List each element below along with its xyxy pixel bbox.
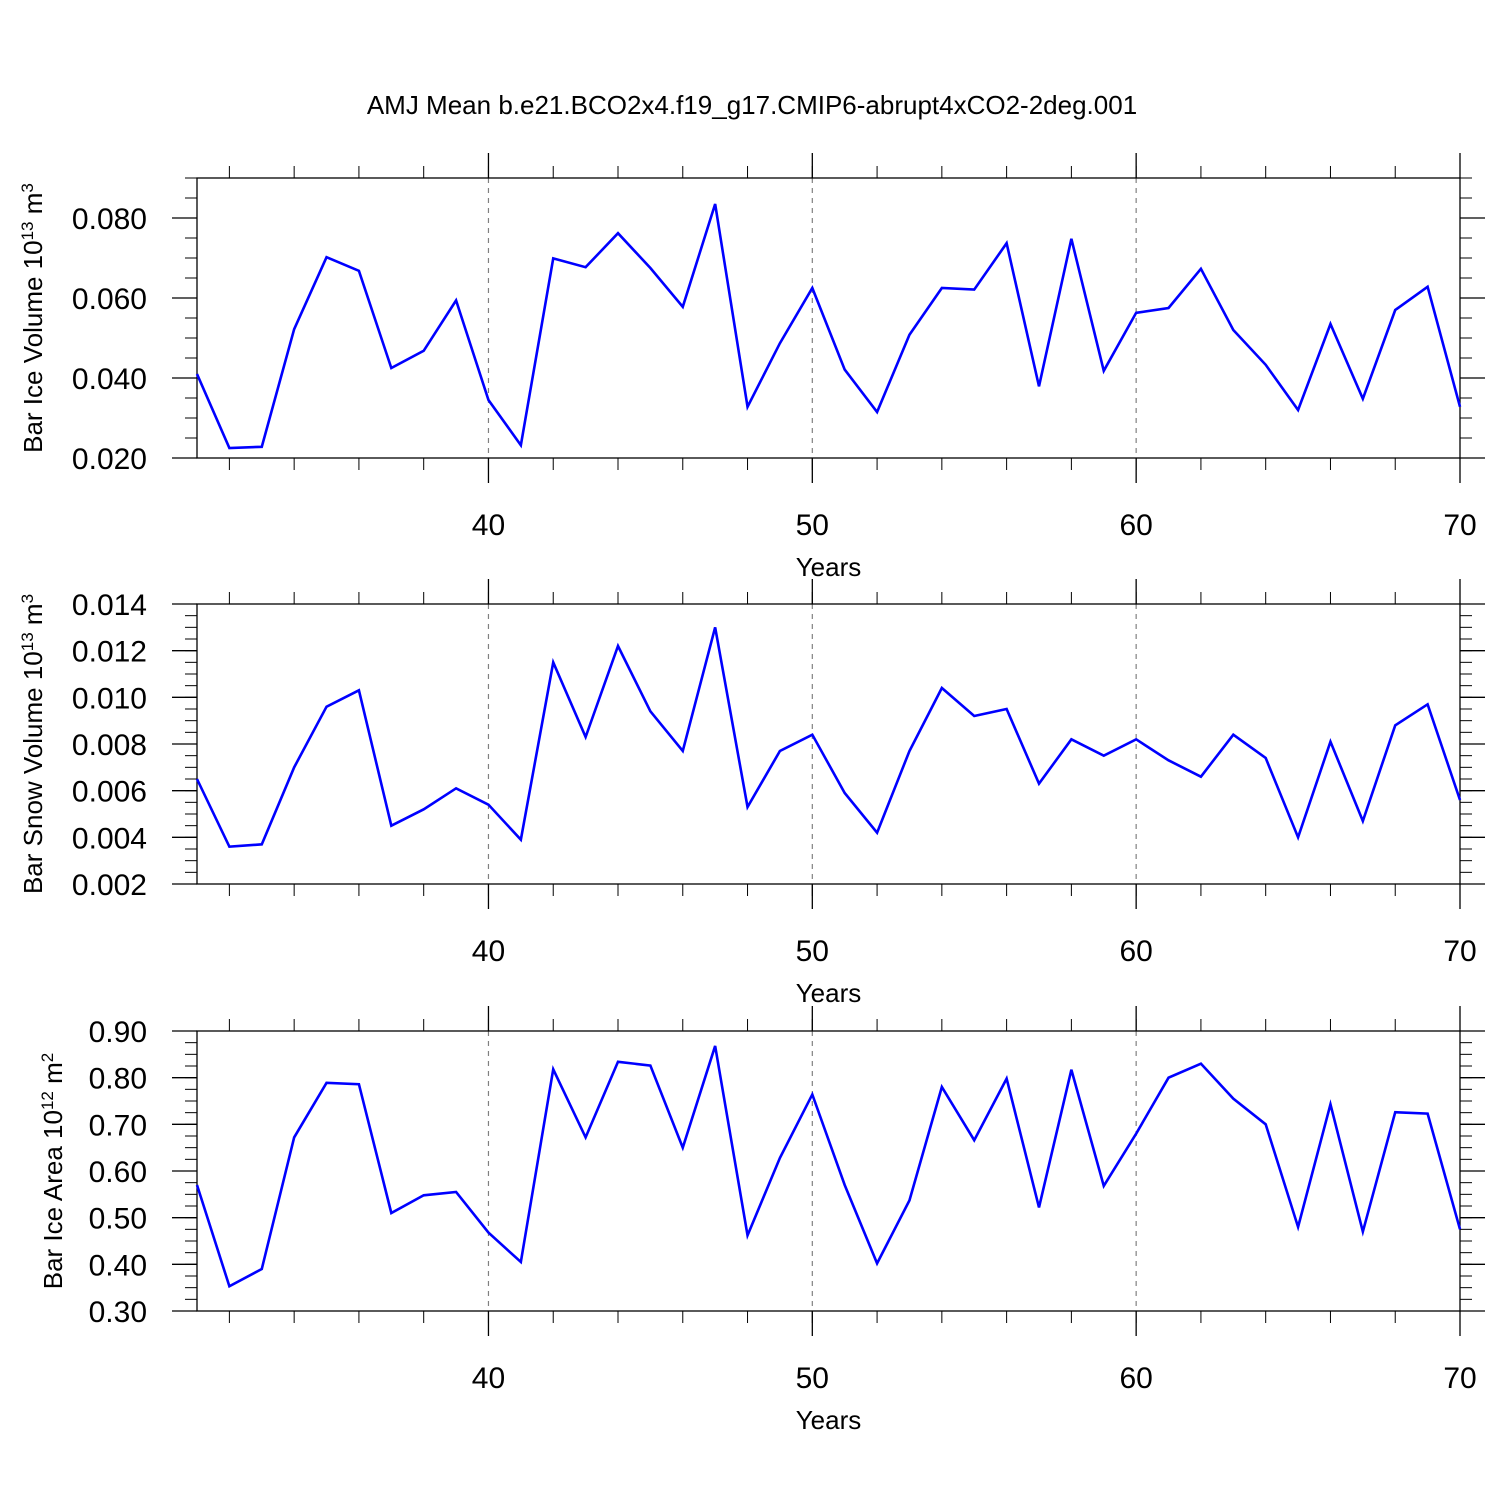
series-line bbox=[195, 627, 1462, 849]
ylabel-text: Bar Ice Area 10 bbox=[38, 1110, 68, 1289]
panel-3: 40 50 60 70 0.30 0.40 0.50 0.60 0.70 0.80 0.90 Year… bbox=[38, 1006, 1485, 1435]
y-tick-label: 0.60 bbox=[89, 1156, 147, 1189]
x-tick-label: 50 bbox=[796, 935, 829, 968]
x-tick-label: 70 bbox=[1443, 509, 1476, 542]
y-tick-label: 0.70 bbox=[89, 1109, 147, 1142]
plot-frame bbox=[196, 603, 1461, 885]
figure-title: AMJ Mean b.e21.BCO2x4.f19_g17.CMIP6-abru… bbox=[367, 90, 1137, 120]
x-axis-title: Years bbox=[796, 1405, 862, 1435]
ylabel-exponent: 13 bbox=[18, 632, 37, 651]
y-axis-title: Bar Ice Area 1012 m2 bbox=[38, 1053, 69, 1290]
ylabel-unit-exponent: 3 bbox=[18, 594, 37, 603]
y-tick-label: 0.020 bbox=[72, 443, 147, 476]
ylabel-exponent: 13 bbox=[18, 221, 37, 240]
ylabel-unit-exponent: 2 bbox=[38, 1053, 57, 1062]
y-tick-label: 0.006 bbox=[72, 776, 147, 809]
x-tick-label: 40 bbox=[472, 509, 505, 542]
x-tick-label: 70 bbox=[1443, 935, 1476, 968]
ylabel-text: Bar Snow Volume 10 bbox=[18, 651, 48, 894]
panels: 40 50 60 70 0.020 0.040 0.060 0.080 Years Bar Ice… bbox=[18, 153, 1485, 1435]
y-tick-label: 0.90 bbox=[89, 1016, 147, 1049]
y-tick-label: 0.040 bbox=[72, 363, 147, 396]
x-tick-label: 60 bbox=[1119, 935, 1152, 968]
panel-1: 40 50 60 70 0.020 0.040 0.060 0.080 Years Bar Ice… bbox=[18, 153, 1485, 582]
ylabel-text: Bar Ice Volume 10 bbox=[18, 240, 48, 452]
y-tick-label: 0.014 bbox=[72, 589, 147, 622]
x-tick-label: 40 bbox=[472, 935, 505, 968]
series-line bbox=[195, 1045, 1462, 1289]
y-tick-label: 0.002 bbox=[72, 869, 147, 902]
plot-frame bbox=[196, 177, 1461, 459]
y-tick-label: 0.50 bbox=[89, 1203, 147, 1236]
y-tick-label: 0.080 bbox=[72, 203, 147, 236]
x-tick-label: 60 bbox=[1119, 1362, 1152, 1395]
y-tick-label: 0.004 bbox=[72, 822, 147, 855]
x-tick-label: 70 bbox=[1443, 1362, 1476, 1395]
y-tick-label: 0.012 bbox=[72, 636, 147, 669]
x-tick-label: 40 bbox=[472, 1362, 505, 1395]
ylabel-exponent: 12 bbox=[38, 1091, 57, 1110]
y-tick-label: 0.80 bbox=[89, 1063, 147, 1096]
x-tick-label: 50 bbox=[796, 509, 829, 542]
panel-2: 40 50 60 70 0.002 0.004 0.006 0.008 0.010 0.012 0.… bbox=[18, 579, 1485, 1008]
ylabel-unit: m bbox=[18, 603, 48, 632]
y-axis-title: Bar Snow Volume 1013 m3 bbox=[18, 594, 49, 894]
x-axis-title: Years bbox=[796, 978, 862, 1008]
y-axis-title: Bar Ice Volume 1013 m3 bbox=[18, 183, 49, 453]
y-tick-label: 0.40 bbox=[89, 1249, 147, 1282]
x-axis-title: Years bbox=[796, 552, 862, 582]
y-tick-label: 0.010 bbox=[72, 682, 147, 715]
y-tick-label: 0.060 bbox=[72, 283, 147, 316]
plot-frame bbox=[196, 1030, 1461, 1312]
x-tick-label: 50 bbox=[796, 1362, 829, 1395]
x-tick-label: 60 bbox=[1119, 509, 1152, 542]
y-tick-label: 0.30 bbox=[89, 1296, 147, 1329]
ylabel-unit-exponent: 3 bbox=[18, 183, 37, 192]
ylabel-unit: m bbox=[18, 193, 48, 222]
y-tick-label: 0.008 bbox=[72, 729, 147, 762]
series-line bbox=[195, 203, 1462, 450]
ylabel-unit: m bbox=[38, 1062, 68, 1091]
